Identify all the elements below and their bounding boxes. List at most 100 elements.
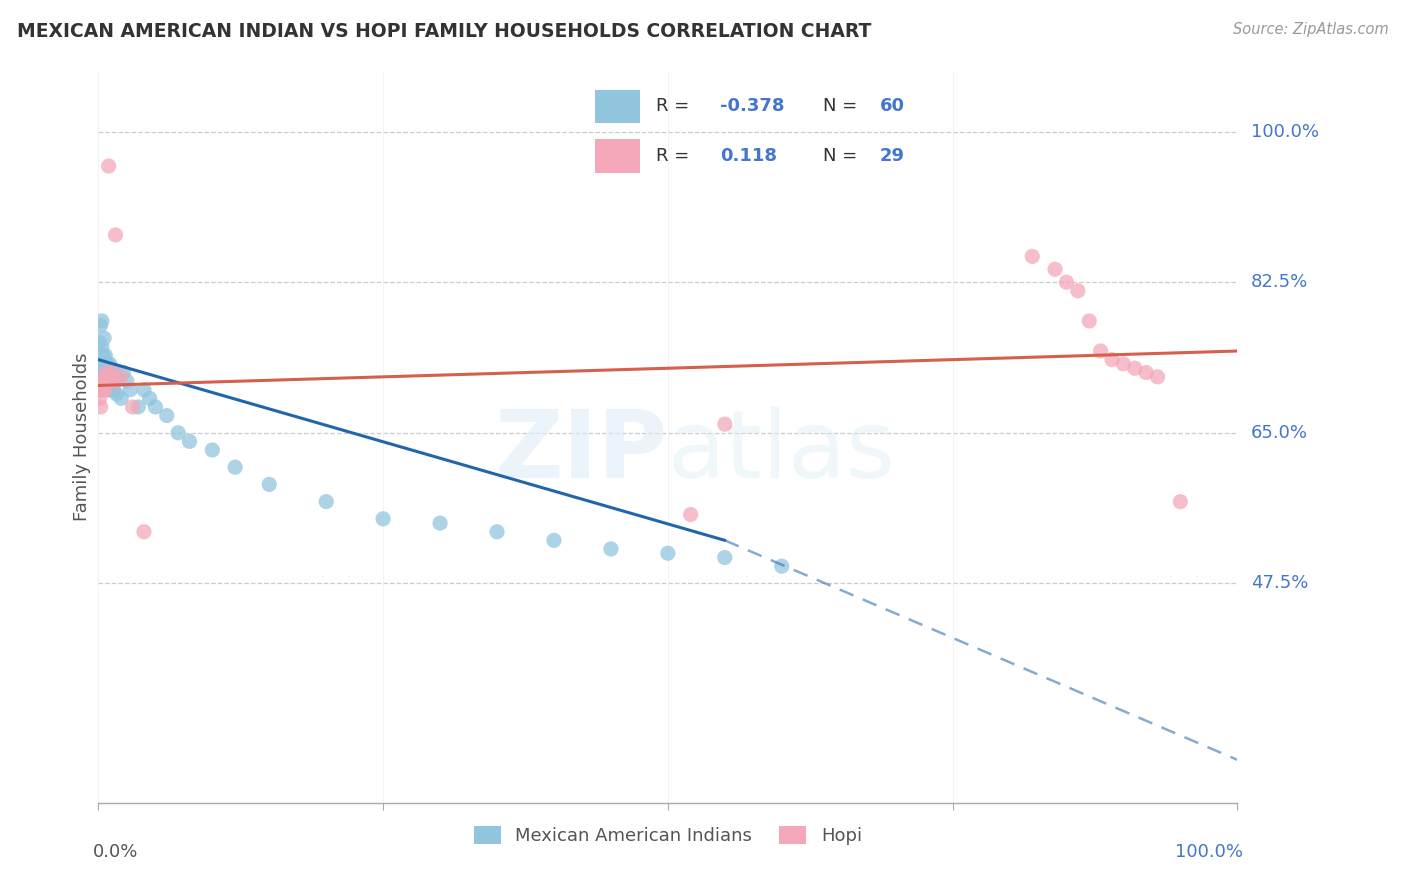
Point: [96, 357, 118, 371]
Text: 100.0%: 100.0%: [1175, 843, 1243, 861]
Point: [90, 366, 112, 380]
Point: [97, 366, 120, 380]
Point: [105, 387, 128, 401]
Y-axis label: Family Households: Family Households: [73, 353, 91, 521]
Point: [145, 400, 167, 414]
Point: [91, 348, 114, 362]
Point: [93, 366, 115, 380]
Point: [96, 374, 118, 388]
Point: [96, 366, 118, 380]
Point: [100, 383, 122, 397]
Point: [96, 374, 118, 388]
Point: [714, 417, 737, 432]
Point: [1146, 369, 1168, 384]
Text: R =: R =: [655, 97, 695, 115]
Point: [94, 366, 117, 380]
Text: 100.0%: 100.0%: [1251, 122, 1319, 141]
Point: [96, 366, 118, 380]
Point: [657, 546, 679, 560]
Point: [91, 366, 114, 380]
Point: [1067, 284, 1090, 298]
Point: [1112, 357, 1135, 371]
Point: [103, 383, 125, 397]
Point: [98, 357, 121, 371]
Text: 0.118: 0.118: [720, 146, 778, 165]
Point: [679, 508, 702, 522]
Point: [93, 374, 115, 388]
Point: [156, 409, 179, 423]
Point: [1135, 366, 1157, 380]
Point: [224, 460, 246, 475]
Point: [104, 374, 127, 388]
Point: [90, 357, 112, 371]
Point: [107, 369, 129, 384]
Point: [90, 374, 112, 388]
Point: [1170, 494, 1192, 508]
Point: [101, 366, 124, 380]
Point: [90, 314, 112, 328]
Point: [110, 392, 132, 406]
Bar: [595, 139, 641, 173]
Point: [97, 383, 120, 397]
Point: [127, 400, 149, 414]
Point: [1123, 361, 1146, 376]
Text: MEXICAN AMERICAN INDIAN VS HOPI FAMILY HOUSEHOLDS CORRELATION CHART: MEXICAN AMERICAN INDIAN VS HOPI FAMILY H…: [17, 22, 872, 41]
Point: [100, 366, 122, 380]
Point: [132, 524, 155, 539]
Point: [90, 318, 112, 333]
Point: [1078, 314, 1101, 328]
Point: [91, 374, 114, 388]
Point: [93, 331, 115, 345]
Point: [89, 357, 111, 371]
Text: 47.5%: 47.5%: [1251, 574, 1309, 592]
Point: [89, 392, 111, 406]
Point: [96, 357, 118, 371]
Point: [103, 366, 125, 380]
Point: [96, 374, 118, 388]
Text: 65.0%: 65.0%: [1251, 424, 1308, 442]
Point: [115, 374, 138, 388]
Point: [714, 550, 737, 565]
Point: [429, 516, 451, 530]
Point: [1090, 344, 1112, 359]
Point: [112, 366, 135, 380]
Point: [89, 335, 111, 350]
Point: [486, 524, 509, 539]
Text: Source: ZipAtlas.com: Source: ZipAtlas.com: [1233, 22, 1389, 37]
Text: 60: 60: [880, 97, 904, 115]
Text: N =: N =: [823, 97, 863, 115]
Legend: Mexican American Indians, Hopi: Mexican American Indians, Hopi: [467, 819, 869, 852]
Point: [90, 383, 112, 397]
Point: [94, 348, 117, 362]
Text: R =: R =: [655, 146, 695, 165]
Point: [1054, 275, 1078, 289]
Text: 29: 29: [880, 146, 904, 165]
Point: [600, 541, 623, 556]
Bar: [595, 89, 641, 123]
Point: [201, 442, 224, 457]
Point: [97, 159, 120, 173]
Text: 82.5%: 82.5%: [1251, 273, 1309, 291]
Point: [120, 383, 142, 397]
Point: [90, 340, 112, 354]
Point: [167, 425, 190, 440]
Point: [93, 357, 115, 371]
Point: [90, 400, 112, 414]
Point: [94, 374, 117, 388]
Point: [104, 374, 127, 388]
Point: [110, 369, 132, 384]
Point: [101, 374, 124, 388]
Point: [91, 383, 114, 397]
Text: -0.378: -0.378: [720, 97, 785, 115]
Point: [138, 392, 160, 406]
Point: [1021, 249, 1043, 263]
Text: 0.0%: 0.0%: [93, 843, 138, 861]
Text: N =: N =: [823, 146, 863, 165]
Point: [98, 374, 121, 388]
Point: [770, 559, 793, 574]
Point: [259, 477, 281, 491]
Point: [98, 369, 121, 384]
Point: [93, 383, 115, 397]
Text: atlas: atlas: [668, 406, 896, 498]
Point: [90, 383, 112, 397]
